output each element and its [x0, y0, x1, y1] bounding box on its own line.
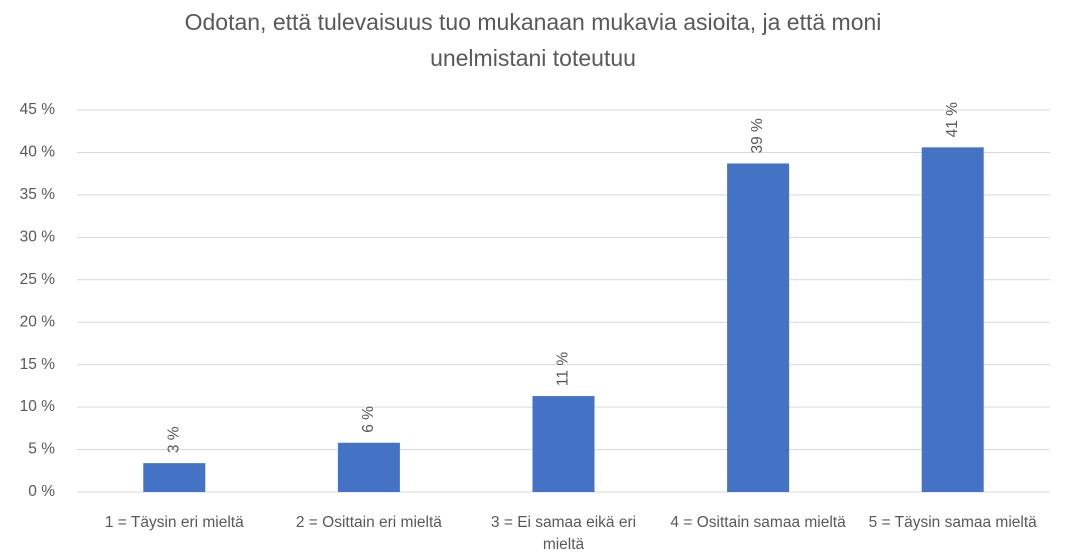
data-label: 6 % — [360, 406, 377, 433]
y-tick-label: 20 % — [20, 313, 56, 330]
x-tick-label: 2 = Osittain eri mieltä — [295, 514, 442, 531]
y-tick-label: 15 % — [20, 356, 56, 373]
data-label: 39 % — [749, 118, 766, 154]
y-tick-label: 5 % — [28, 441, 55, 458]
x-tick-label: 1 = Täysin eri mieltä — [104, 514, 244, 531]
bar — [727, 163, 790, 493]
y-tick-label: 0 % — [28, 483, 55, 500]
chart-title: Odotan, että tulevaisuus tuo mukanaan mu… — [184, 9, 882, 71]
x-tick-label: 5 = Täysin samaa mieltä — [868, 514, 1037, 531]
data-label: 41 % — [944, 102, 961, 138]
bar — [532, 396, 595, 492]
data-label: 3 % — [165, 426, 182, 453]
y-tick-label: 40 % — [20, 144, 56, 161]
y-tick-label: 35 % — [20, 186, 56, 203]
bar — [921, 147, 984, 492]
y-tick-label: 45 % — [20, 101, 56, 118]
y-tick-label: 30 % — [20, 228, 56, 245]
bar — [337, 442, 400, 492]
data-label: 11 % — [555, 352, 572, 386]
bar — [143, 463, 206, 492]
x-tick-label: 4 = Osittain samaa mieltä — [670, 514, 846, 531]
y-tick-label: 25 % — [20, 271, 56, 288]
x-tick-label: 3 = Ei samaa eikä eri mieltä — [490, 514, 637, 553]
y-tick-label: 10 % — [20, 398, 56, 415]
